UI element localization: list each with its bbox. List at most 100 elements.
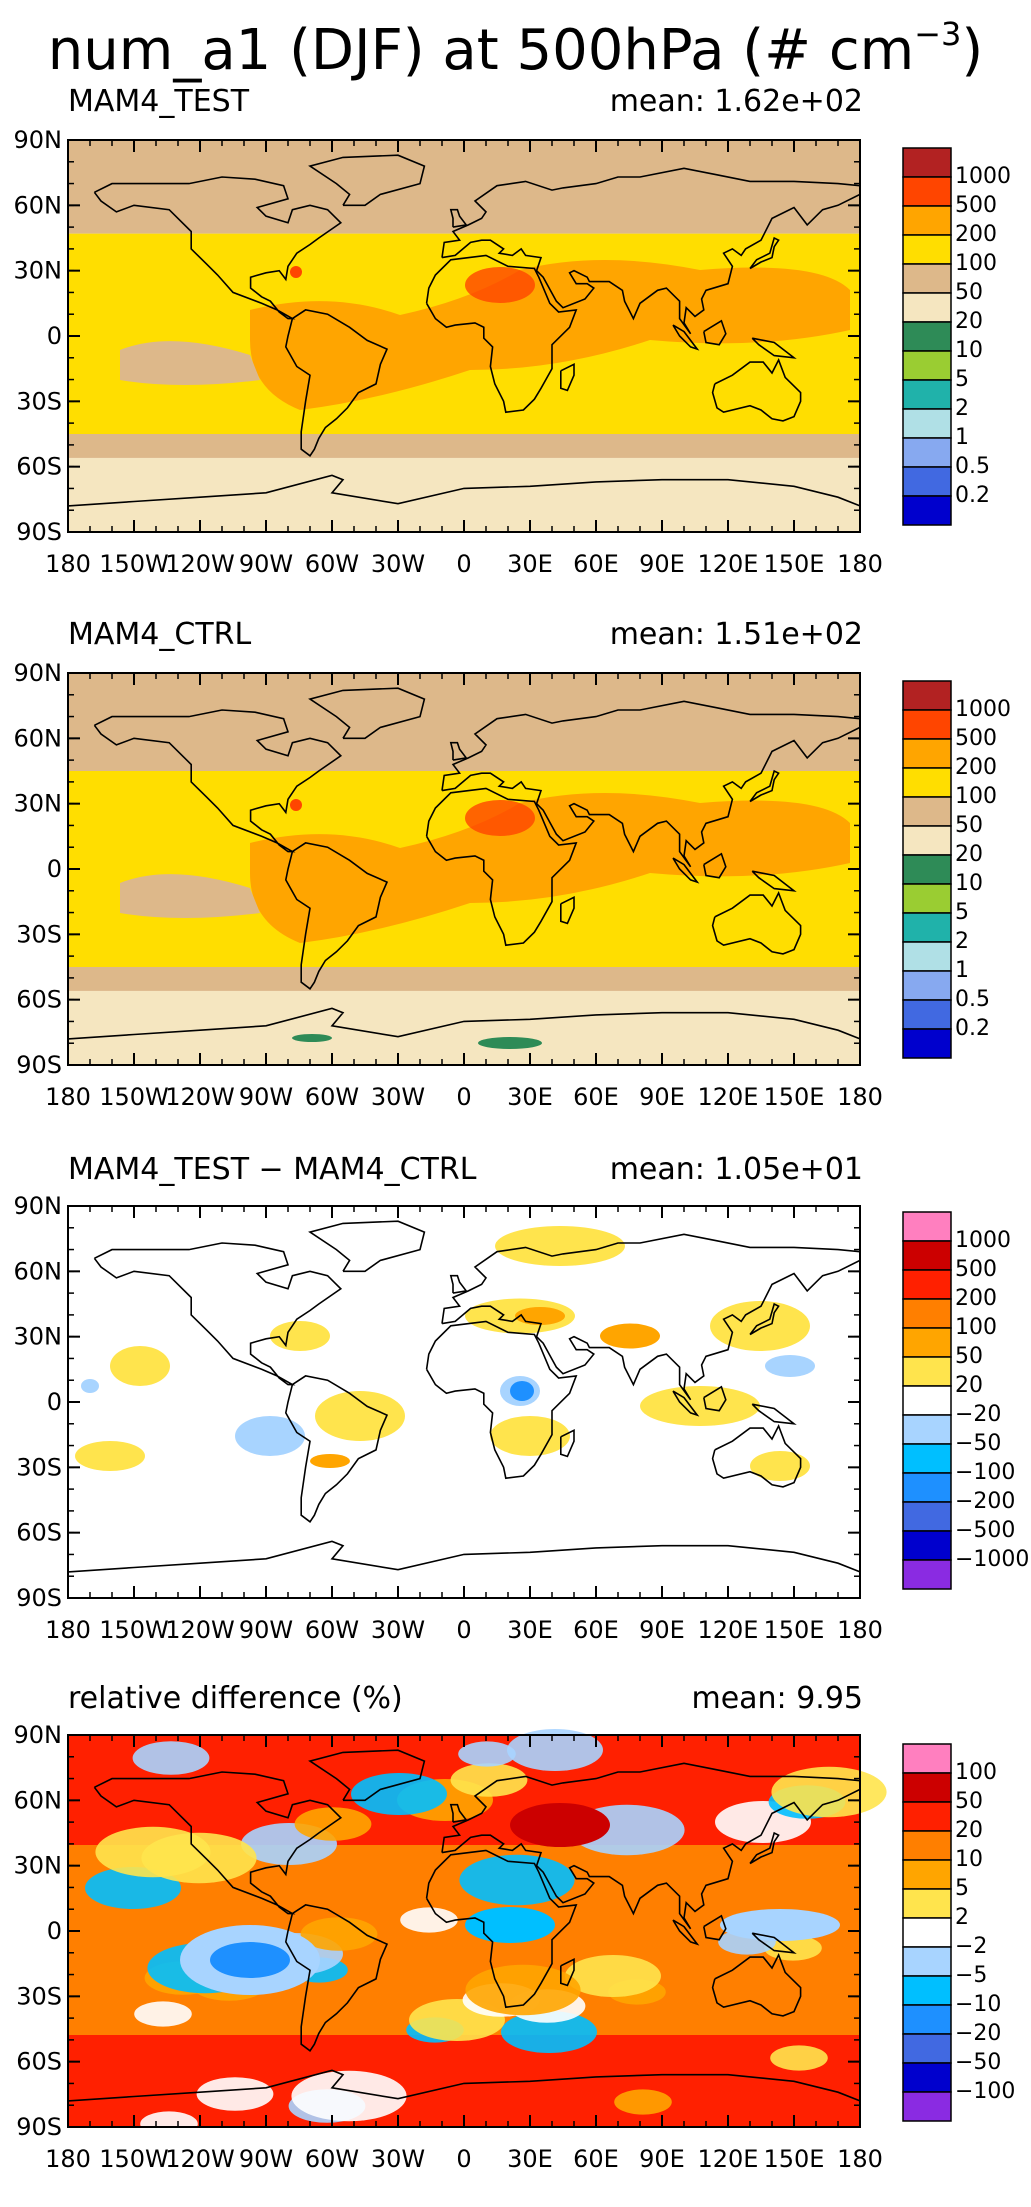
figure-title: num_a1 (DJF) at 500hPa (# cm−3): [47, 15, 984, 83]
colorbar-label: 0.5: [955, 454, 990, 479]
colorbar-label: −2: [955, 1934, 988, 1959]
colorbar-box: [902, 941, 952, 972]
colorbar-box: [902, 1298, 952, 1329]
x-tick-label: 60W: [305, 1083, 359, 1111]
x-tick-label: 120E: [698, 1083, 759, 1111]
coastlines: [67, 687, 861, 1040]
panel-mean: mean: 1.05e+01: [609, 1152, 863, 1187]
colorbar-label: 50: [955, 813, 983, 838]
y-tick-label: 0: [47, 1917, 62, 1945]
colorbar-box: [902, 1501, 952, 1532]
colorbar-label: 20: [955, 842, 983, 867]
y-tick-label: 90N: [14, 1721, 63, 1749]
colorbar-label: −1000: [955, 1547, 1030, 1572]
colorbar-box: [902, 176, 952, 207]
x-tick-label: 90W: [239, 1083, 293, 1111]
panel-mean: mean: 1.51e+02: [609, 617, 863, 652]
y-tick-label: 60S: [16, 453, 62, 481]
colorbar-box: [902, 1269, 952, 1300]
field-layer: [68, 1729, 887, 2137]
colorbar-box: [902, 680, 952, 711]
colorbar-label: 100: [955, 251, 997, 276]
x-tick-label: 90E: [639, 550, 685, 578]
colorbar-label: −50: [955, 2050, 1002, 2075]
y-tick-label: 30S: [16, 1453, 62, 1481]
x-tick-label: 90E: [639, 1083, 685, 1111]
colorbar-label: 20: [955, 1373, 983, 1398]
x-tick-label: 30E: [507, 2145, 553, 2173]
colorbar-box: [902, 1888, 952, 1919]
x-tick-label: 0: [456, 1616, 471, 1644]
colorbar-box: [902, 738, 952, 769]
colorbar-box: [902, 1801, 952, 1832]
x-tick-label: 150W: [99, 1083, 169, 1111]
colorbar-label: 100: [955, 1760, 997, 1785]
panel-mean: mean: 1.62e+02: [609, 84, 863, 119]
colorbar-label: 200: [955, 755, 997, 780]
x-tick-label: 90E: [639, 1616, 685, 1644]
y-tick-label: 0: [47, 1388, 62, 1416]
colorbar-box: [902, 1443, 952, 1474]
colorbar-label: 2: [955, 396, 969, 421]
colorbar-box: [902, 350, 952, 381]
x-tick-label: 180: [45, 2145, 91, 2173]
x-tick-label: 180: [837, 2145, 883, 2173]
colorbar-box: [902, 1859, 952, 1890]
x-tick-label: 150W: [99, 2145, 169, 2173]
x-tick-label: 150E: [764, 1083, 825, 1111]
x-tick-label: 0: [456, 550, 471, 578]
colorbar-label: 200: [955, 1286, 997, 1311]
colorbar-box: [902, 1772, 952, 1803]
x-tick-label: 150E: [764, 550, 825, 578]
colorbar-box: [902, 1946, 952, 1977]
y-tick-label: 60N: [14, 1786, 63, 1814]
x-tick-label: 180: [45, 1083, 91, 1111]
colorbar-box: [902, 796, 952, 827]
x-tick-label: 60E: [573, 1083, 619, 1111]
x-tick-label: 30W: [371, 550, 425, 578]
colorbar-label: 20: [955, 309, 983, 334]
colorbar-label: 10: [955, 338, 983, 363]
colorbar-box: [902, 883, 952, 914]
colorbar-box: [902, 767, 952, 798]
colorbar-box: [902, 1028, 952, 1059]
colorbar-box: [902, 147, 952, 178]
colorbar-box: [902, 2004, 952, 2035]
colorbar-label: 5: [955, 1876, 969, 1901]
x-tick-label: 60E: [573, 2145, 619, 2173]
x-tick-label: 90E: [639, 2145, 685, 2173]
x-tick-label: 0: [456, 2145, 471, 2173]
colorbar-label: 50: [955, 1789, 983, 1814]
coastlines: [67, 1749, 861, 2102]
y-tick-label: 90S: [16, 518, 62, 546]
y-tick-label: 30S: [16, 387, 62, 415]
colorbar-label: −50: [955, 1431, 1002, 1456]
colorbar-box: [902, 466, 952, 497]
x-tick-label: 30E: [507, 550, 553, 578]
field-layer: [68, 1206, 860, 1598]
colorbar-box: [902, 1917, 952, 1948]
colorbar-box: [902, 854, 952, 885]
colorbar-label: 1000: [955, 1228, 1011, 1253]
y-tick-label: 90S: [16, 1051, 62, 1079]
colorbar-label: 20: [955, 1818, 983, 1843]
x-tick-label: 150E: [764, 2145, 825, 2173]
colorbar-label: 500: [955, 193, 997, 218]
y-tick-label: 60N: [14, 191, 63, 219]
colorbar-box: [902, 999, 952, 1030]
colorbar: [902, 680, 952, 1059]
colorbar-box: [902, 2091, 952, 2122]
y-tick-label: 30S: [16, 1982, 62, 2010]
y-tick-label: 90N: [14, 126, 63, 154]
colorbar-label: 100: [955, 784, 997, 809]
y-tick-label: 90N: [14, 1192, 63, 1220]
x-tick-label: 0: [456, 1083, 471, 1111]
colorbar: [902, 1743, 952, 2122]
colorbar-box: [902, 1472, 952, 1503]
colorbar-box: [902, 1830, 952, 1861]
x-tick-label: 150E: [764, 1616, 825, 1644]
colorbar-box: [902, 1559, 952, 1590]
x-tick-label: 120E: [698, 1616, 759, 1644]
y-tick-label: 30N: [14, 1852, 63, 1880]
